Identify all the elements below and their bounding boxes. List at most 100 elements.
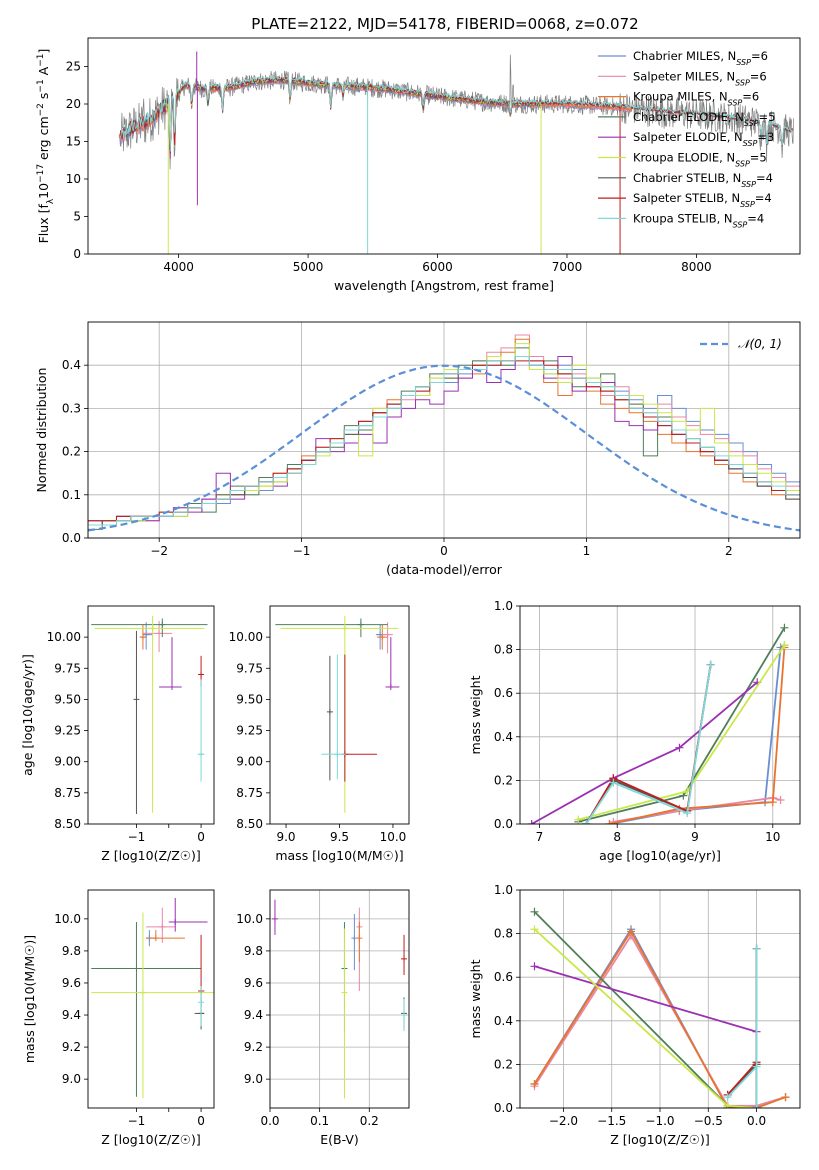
axes-frame — [87, 889, 215, 1109]
x-tick-label: 7000 — [552, 260, 583, 274]
point-kroupa_miles — [356, 935, 363, 942]
weight-point-kroupa_stelib — [706, 660, 715, 669]
x-tick-label: 9.5 — [330, 830, 349, 844]
figure-title: PLATE=2122, MJD=54178, FIBERID=0068, z=0… — [251, 15, 638, 33]
weight-line-chabrier_stelib — [726, 948, 758, 1108]
y-tick-label: 0.2 — [62, 445, 81, 459]
x-axis-label: age [log10(age/yr)] — [599, 848, 721, 863]
weight-point-kroupa_stelib — [752, 1104, 761, 1108]
x-tick-label: 0.0 — [747, 1114, 766, 1128]
x-tick-label: 9 — [691, 830, 699, 844]
y-tick-label: 8.50 — [54, 817, 81, 831]
plot-area — [91, 898, 214, 1099]
legend-label-salpeter_miles: Salpeter MILES, NSSP=6 — [633, 69, 767, 87]
y-tick-label: 0.2 — [494, 773, 513, 787]
y-tick-label: 0.3 — [62, 401, 81, 415]
axes-frame — [519, 605, 801, 825]
y-tick-label: 25 — [66, 60, 81, 74]
y-tick-label: 0 — [73, 247, 81, 261]
weight-point-kroupa_stelib — [609, 778, 618, 787]
y-axis-label: age [log10(age/yr)] — [20, 654, 35, 776]
y-tick-label: 9.75 — [236, 661, 263, 675]
legend-label-kroupa_elodie: Kroupa ELODIE, NSSP=5 — [633, 151, 767, 169]
weight-line-kroupa_elodie — [578, 644, 786, 821]
weight-line-salpeter_elodie — [534, 965, 757, 1033]
panel-weight-vs-age: 7 8 9 10 0.0 0.2 0.4 0.6 0.8 1.0 age [log10(age/yr… — [468, 599, 801, 863]
point-salpeter_stelib — [198, 671, 205, 678]
y-axis-label: Flux [fλ10−17 erg cm−2 s−1 A−1] — [36, 49, 56, 244]
y-tick-label: 9.2 — [244, 1040, 263, 1054]
axes-frame — [87, 321, 801, 539]
y-axis-label: mass weight — [468, 675, 483, 754]
weight-point-kroupa_stelib — [683, 809, 692, 818]
weight-point-chabrier_elodie — [530, 907, 539, 916]
x-tick-label: 0.0 — [260, 1114, 279, 1128]
x-tick-label: 0 — [197, 830, 205, 844]
model-spectrum-chabrier_miles — [118, 79, 633, 152]
plot-area — [88, 334, 800, 538]
y-tick-label: 9.25 — [54, 724, 81, 738]
y-tick-label: 0.0 — [494, 1101, 513, 1115]
weight-line-kroupa_stelib — [585, 664, 712, 824]
y-tick-label: 8.75 — [54, 786, 81, 800]
x-tick-label: 9.0 — [276, 830, 295, 844]
y-tick-label: 9.75 — [54, 661, 81, 675]
weight-point-kroupa_miles — [605, 820, 614, 824]
x-tick-label: 0 — [197, 1114, 205, 1128]
x-tick-label: 10 — [765, 830, 780, 844]
y-tick-label: 9.00 — [236, 755, 263, 769]
point-chabrier_elodie — [159, 621, 166, 628]
point-kroupa_miles — [379, 634, 386, 641]
y-tick-label: 9.6 — [62, 976, 81, 990]
y-tick-label: 0.6 — [494, 686, 513, 700]
y-tick-label: 0.2 — [494, 1057, 513, 1071]
y-tick-label: 9.50 — [54, 692, 81, 706]
weight-line-salpeter_stelib — [726, 948, 758, 1108]
legend-label-chabrier_miles: Chabrier MILES, NSSP=6 — [633, 49, 768, 67]
x-tick-label: 8 — [613, 830, 621, 844]
axes-frame — [269, 889, 410, 1109]
weight-point-kroupa_elodie — [574, 815, 583, 824]
x-tick-label: −1.5 — [597, 1114, 626, 1128]
point-salpeter_elodie — [169, 683, 175, 690]
point-salpeter_miles — [156, 630, 163, 637]
plot-area — [91, 615, 208, 815]
weight-point-kroupa_elodie — [723, 1101, 732, 1108]
weight-line-kroupa_stelib — [726, 948, 758, 1108]
y-tick-label: 10.00 — [229, 630, 263, 644]
axes-frame — [519, 889, 801, 1109]
x-axis-label: Z [log10(Z/Z☉)] — [101, 848, 201, 863]
y-tick-label: 9.6 — [244, 976, 263, 990]
plot-area — [527, 623, 789, 824]
y-tick-label: 10 — [66, 172, 81, 186]
y-tick-label: 9.00 — [54, 755, 81, 769]
y-tick-label: 15 — [66, 135, 81, 149]
x-tick-label: −1 — [293, 544, 311, 558]
x-tick-label: 1 — [583, 544, 591, 558]
legend-label-kroupa_miles: Kroupa MILES, NSSP=6 — [633, 90, 759, 108]
axes-frame — [87, 605, 215, 825]
point-salpeter_stelib — [401, 955, 408, 962]
y-tick-label: 20 — [66, 97, 81, 111]
x-tick-label: 6000 — [422, 260, 453, 274]
y-tick-label: 9.8 — [62, 944, 81, 958]
axes-frame — [269, 605, 410, 825]
weight-point-kroupa_elodie — [530, 925, 539, 934]
y-tick-label: 0.6 — [494, 970, 513, 984]
point-chabrier_stelib — [133, 696, 140, 703]
y-tick-label: 0.0 — [494, 817, 513, 831]
point-kroupa_stelib — [198, 751, 205, 758]
weight-point-kroupa_stelib — [582, 820, 591, 824]
x-axis-label: mass [log10(M/M☉)] — [275, 848, 403, 863]
weight-point-kroupa_miles — [627, 927, 636, 936]
legend: Chabrier MILES, NSSP=6 Salpeter MILES, NS… — [598, 49, 775, 229]
weight-point-salpeter_elodie — [675, 743, 684, 752]
x-tick-label: 0.1 — [310, 1114, 329, 1128]
plot-area — [530, 907, 790, 1108]
point-chabrier_stelib — [326, 708, 333, 715]
weight-point-kroupa_miles — [781, 1093, 790, 1102]
point-chabrier_miles — [143, 631, 150, 638]
point-chabrier_elodie — [357, 621, 364, 628]
x-tick-label: −2 — [150, 544, 168, 558]
x-axis-label: Z [log10(Z/Z☉)] — [101, 1132, 201, 1147]
